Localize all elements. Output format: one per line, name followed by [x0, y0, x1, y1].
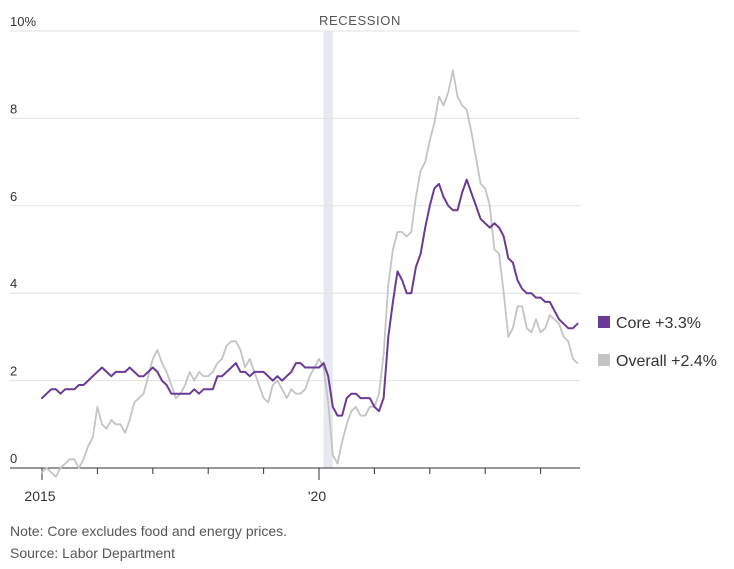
legend-swatch-overall	[598, 354, 610, 366]
y-tick-label: 8	[10, 101, 17, 116]
footnote-text: Note: Core excludes food and energy pric…	[10, 523, 288, 539]
y-tick-label: 4	[10, 276, 17, 291]
series-line-core	[41, 178, 579, 417]
recession-band	[323, 31, 333, 468]
series-line-overall	[41, 69, 579, 478]
y-tick-label: 2	[10, 364, 17, 379]
x-tick-label: 2015	[24, 488, 55, 504]
y-tick-label: 10%	[10, 14, 36, 29]
source-text: Source: Labor Department	[10, 545, 175, 561]
legend-label-overall: Overall +2.4%	[616, 353, 717, 370]
legend-swatch-core	[598, 316, 610, 328]
y-tick-label: 0	[10, 451, 17, 466]
recession-label: RECESSION	[319, 13, 401, 28]
legend-label-core: Core +3.3%	[616, 315, 701, 332]
x-tick-label: '20	[308, 488, 326, 504]
y-tick-label: 6	[10, 189, 17, 204]
